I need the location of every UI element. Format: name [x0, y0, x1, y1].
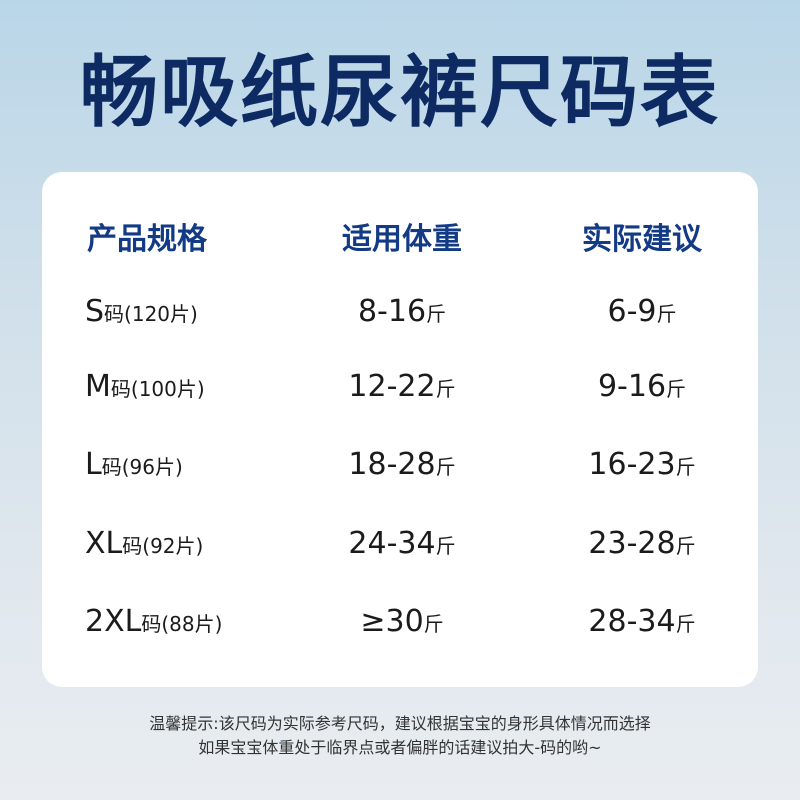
size-count: 码(100片) [110, 377, 205, 401]
table-row: L码(96片) 18-28斤 16-23斤 [42, 440, 758, 490]
suggest-unit: 斤 [666, 377, 687, 401]
size-cell: M码(100片) [85, 362, 205, 412]
size-count: 码(96片) [101, 455, 183, 479]
weight-unit: 斤 [435, 534, 456, 558]
suggest-unit: 斤 [656, 302, 677, 326]
note-line-2: 如果宝宝体重处于临界点或者偏胖的话建议拍大-码的哟~ [198, 738, 602, 757]
suggest-range: 16-23 [588, 447, 676, 482]
size-label: M [85, 369, 111, 404]
size-cell: S码(120片) [85, 287, 198, 337]
table-row: XL码(92片) 24-34斤 23-28斤 [42, 519, 758, 569]
weight-unit: 斤 [435, 377, 456, 401]
size-count: 码(92片) [122, 534, 204, 558]
suggest-cell: 6-9斤 [522, 287, 762, 337]
weight-range: ≥30 [360, 604, 424, 639]
table-row: 2XL码(88片) ≥30斤 28-34斤 [42, 597, 758, 647]
weight-cell: ≥30斤 [282, 597, 522, 647]
weight-unit: 斤 [423, 612, 444, 636]
suggest-range: 6-9 [607, 294, 657, 329]
suggest-cell: 16-23斤 [522, 440, 762, 490]
suggest-range: 23-28 [588, 526, 676, 561]
weight-range: 12-22 [348, 369, 436, 404]
size-label: 2XL [85, 604, 142, 639]
note-line-1: 温馨提示:该尺码为实际参考尺码，建议根据宝宝的身形具体情况而选择 [149, 714, 651, 733]
suggest-cell: 23-28斤 [522, 519, 762, 569]
suggest-range: 9-16 [597, 369, 667, 404]
size-chart-card: 产品规格 适用体重 实际建议 S码(120片) 8-16斤 6-9斤 M码(100片)… [42, 172, 758, 687]
weight-range: 8-16 [357, 294, 427, 329]
header-weight: 适用体重 [342, 222, 462, 257]
suggest-range: 28-34 [588, 604, 676, 639]
weight-cell: 12-22斤 [282, 362, 522, 412]
header-suggest: 实际建议 [582, 222, 702, 257]
weight-cell: 24-34斤 [282, 519, 522, 569]
weight-range: 18-28 [348, 447, 436, 482]
suggest-unit: 斤 [675, 534, 696, 558]
size-cell: XL码(92片) [85, 519, 203, 569]
table-row: S码(120片) 8-16斤 6-9斤 [42, 287, 758, 337]
weight-range: 24-34 [348, 526, 436, 561]
table-header: 产品规格 适用体重 实际建议 [42, 215, 758, 265]
size-cell: L码(96片) [85, 440, 183, 490]
size-label: XL [85, 526, 123, 561]
size-count: 码(88片) [141, 612, 223, 636]
weight-cell: 18-28斤 [282, 440, 522, 490]
weight-cell: 8-16斤 [282, 287, 522, 337]
suggest-cell: 9-16斤 [522, 362, 762, 412]
header-size: 产品规格 [87, 222, 207, 257]
weight-unit: 斤 [426, 302, 447, 326]
size-count: 码(120片) [104, 302, 198, 326]
size-label: S [85, 294, 105, 329]
suggest-unit: 斤 [675, 612, 696, 636]
weight-unit: 斤 [435, 455, 456, 479]
suggest-unit: 斤 [675, 455, 696, 479]
suggest-cell: 28-34斤 [522, 597, 762, 647]
page-title: 畅吸纸尿裤尺码表 [79, 48, 720, 138]
size-label: L [85, 447, 102, 482]
size-cell: 2XL码(88片) [85, 597, 222, 647]
table-row: M码(100片) 12-22斤 9-16斤 [42, 362, 758, 412]
